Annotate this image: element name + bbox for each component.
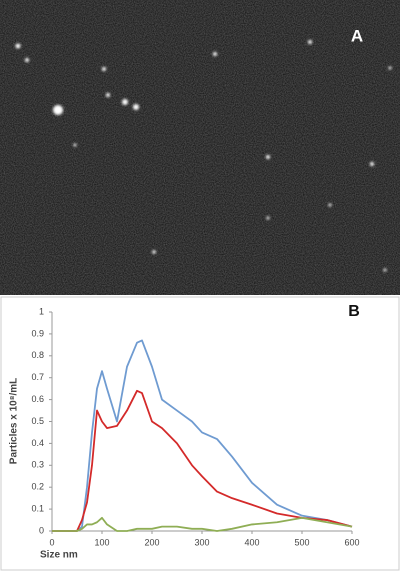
micrograph: A bbox=[0, 0, 400, 295]
chart-frame bbox=[0, 296, 400, 571]
y-tick-label: 0.7 bbox=[31, 372, 44, 382]
x-tick-label: 300 bbox=[194, 537, 209, 547]
x-tick-label: 400 bbox=[244, 537, 259, 547]
panel-label: B bbox=[348, 303, 360, 320]
y-tick-label: 0.3 bbox=[31, 460, 44, 470]
y-axis-title: Particles x 10⁸/mL bbox=[9, 378, 20, 464]
y-tick-label: 0.2 bbox=[31, 482, 44, 492]
x-tick-label: 500 bbox=[294, 537, 309, 547]
y-tick-label: 0.4 bbox=[31, 438, 44, 448]
series-line bbox=[52, 389, 353, 532]
series-line bbox=[52, 339, 353, 532]
particles bbox=[15, 40, 392, 272]
series-line bbox=[52, 516, 353, 532]
y-tick-label: 0.8 bbox=[31, 350, 44, 360]
image-noise bbox=[0, 0, 400, 295]
panel-label: A bbox=[351, 26, 363, 45]
y-tick-label: 0.9 bbox=[31, 328, 44, 338]
y-tick-label: 0.1 bbox=[31, 503, 44, 513]
x-tick-label: 600 bbox=[344, 537, 359, 547]
x-tick-label: 100 bbox=[94, 537, 109, 547]
x-tick-label: 0 bbox=[49, 537, 54, 547]
y-tick-label: 0.5 bbox=[31, 416, 44, 426]
x-tick-label: 200 bbox=[144, 537, 159, 547]
y-tick-label: 0.6 bbox=[31, 394, 44, 404]
y-tick-label: 1 bbox=[39, 306, 44, 316]
y-tick-label: 0 bbox=[39, 525, 44, 535]
x-axis-title: Size nm bbox=[40, 550, 78, 561]
